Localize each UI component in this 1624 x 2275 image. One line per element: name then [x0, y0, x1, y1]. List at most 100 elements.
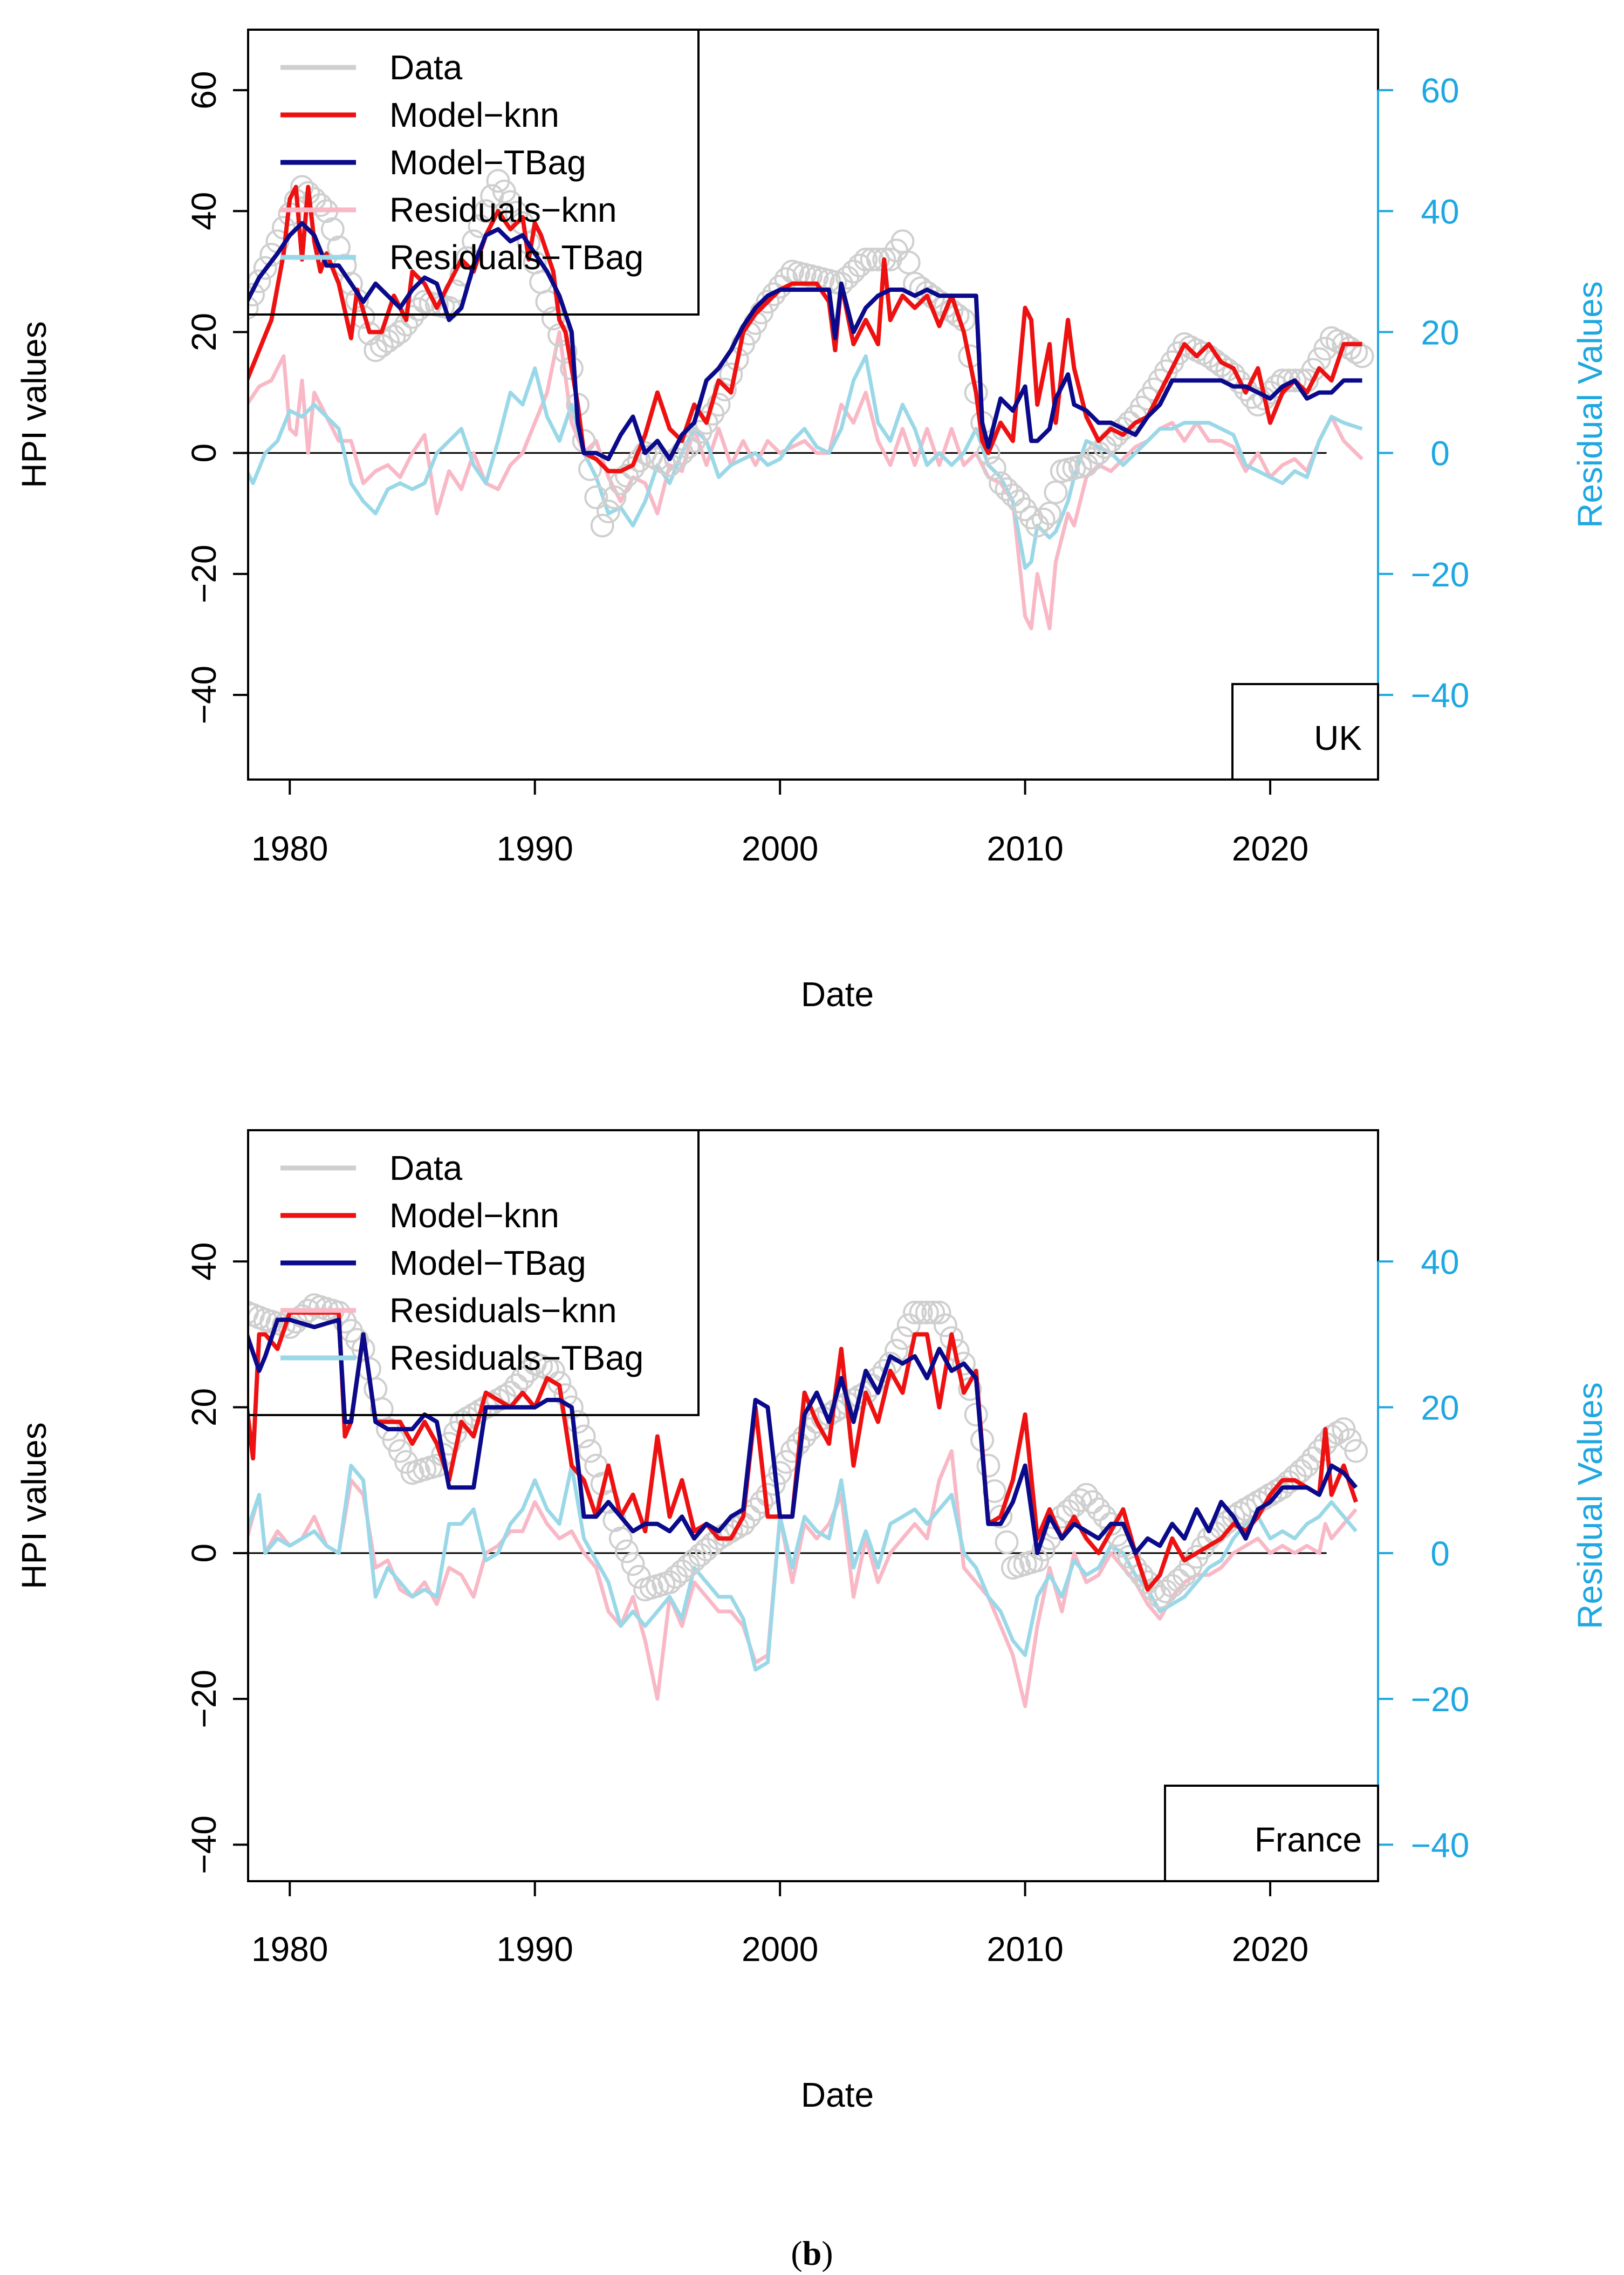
y-tick-label-left: 0 — [184, 443, 223, 463]
data-point — [1277, 368, 1301, 393]
data-point — [676, 1554, 700, 1578]
x-tick-label: 1990 — [497, 829, 573, 868]
data-point — [872, 1359, 896, 1383]
data-point — [1154, 1579, 1178, 1603]
legend-entry: Residuals−TBag — [389, 1338, 643, 1377]
legend-entry: Model−TBag — [389, 143, 586, 182]
data-point — [597, 500, 620, 523]
data-point — [1031, 508, 1056, 531]
data-point — [737, 1505, 762, 1529]
data-point — [1068, 1488, 1092, 1512]
legend-box — [247, 29, 700, 316]
data-point — [847, 254, 872, 278]
series-model-tbag-line — [248, 1317, 1358, 1555]
data-point — [1344, 1439, 1368, 1463]
x-axis-label: Date — [801, 975, 874, 1014]
region-label-box — [1164, 1785, 1379, 1882]
x-tick-label: 1990 — [497, 1930, 573, 1969]
data-point — [382, 324, 406, 349]
data-point — [369, 333, 394, 358]
data-point — [1013, 497, 1037, 522]
y-tick-label-left: 20 — [184, 1388, 223, 1426]
data-point — [1166, 1568, 1190, 1593]
y-axis-label-left: HPI values — [15, 321, 53, 488]
data-point — [584, 485, 608, 509]
caption-letter: b — [802, 2234, 822, 2272]
data-point — [376, 329, 400, 353]
legend-entry: Model−knn — [389, 95, 559, 134]
data-point — [1135, 1570, 1160, 1594]
data-point — [1258, 1482, 1282, 1507]
data-point — [364, 338, 388, 363]
y-axis-label-left: HPI values — [15, 1422, 53, 1589]
plot-frame — [247, 1129, 1379, 1882]
data-point — [982, 456, 1006, 480]
y-axis-label-right: Residual Values — [1571, 1382, 1609, 1629]
y-tick-label-left: 60 — [184, 71, 223, 110]
x-tick-label: 2010 — [986, 829, 1063, 868]
data-point — [1093, 1505, 1117, 1529]
legend: Data Model−knn Model−TBag Residuals−knn Resi… — [247, 29, 700, 316]
data-point — [511, 1366, 535, 1390]
legend-box — [247, 1129, 700, 1416]
data-point — [890, 1326, 915, 1350]
chart-panel-uk: 1980 1990 2000 2010 2020 Date −40 −20 0 20 40 60 HPI… — [15, 29, 1609, 1014]
data-point — [424, 1453, 449, 1478]
data-point — [1350, 344, 1374, 368]
y-tick-label-left: 20 — [184, 313, 223, 351]
data-point — [743, 1497, 768, 1521]
region-label: France — [1255, 1820, 1362, 1859]
y-tick-label-right: 60 — [1421, 71, 1459, 110]
y-tick-label-right: 20 — [1421, 313, 1459, 352]
data-point — [976, 1453, 1001, 1478]
data-point — [480, 184, 504, 208]
data-point — [909, 1300, 933, 1324]
data-point — [1283, 368, 1307, 393]
data-point — [989, 471, 1013, 495]
data-point — [615, 1539, 639, 1563]
data-point — [890, 229, 915, 254]
region-label-box — [1231, 683, 1379, 781]
series-model-knn-line — [248, 185, 1362, 474]
data-point — [621, 1552, 645, 1576]
data-point — [921, 1300, 945, 1324]
data-point — [1142, 1577, 1166, 1602]
data-point — [756, 290, 780, 314]
data-point — [578, 1439, 602, 1463]
data-point — [915, 1300, 939, 1324]
data-point — [694, 1538, 718, 1562]
y-tick-label-left: 0 — [184, 1543, 223, 1563]
data-point — [1264, 1479, 1289, 1503]
data-point — [1295, 1453, 1319, 1478]
series-residuals-tbag-line — [248, 354, 1363, 570]
y-tick-label-right: 40 — [1421, 192, 1459, 231]
plot-frame — [247, 29, 1379, 781]
data-point — [400, 305, 424, 329]
data-point — [590, 514, 614, 538]
legend-entry: Residuals−knn — [389, 190, 617, 229]
x-tick-label: 2000 — [742, 829, 818, 868]
x-tick-label: 1980 — [251, 1930, 328, 1969]
legend-entry: Data — [389, 1149, 463, 1187]
data-point — [940, 1326, 964, 1350]
data-point — [1215, 358, 1239, 382]
data-point — [1332, 1417, 1356, 1441]
y-tick-label-left: −20 — [184, 1670, 223, 1729]
data-point — [762, 282, 786, 306]
data-point — [1319, 1424, 1344, 1449]
chart-panel-france: 1980 1990 2000 2010 2020 Date −40 −20 0 20 40 HPI v… — [15, 1129, 1609, 2114]
data-point — [964, 1403, 988, 1427]
data-point — [1001, 483, 1025, 508]
data-point — [486, 1388, 510, 1412]
data-point — [1044, 480, 1068, 504]
data-point — [1025, 514, 1050, 538]
data-point — [1038, 501, 1061, 525]
data-point — [517, 1359, 541, 1383]
data-point — [541, 306, 565, 331]
data-point — [1074, 1482, 1099, 1507]
data-point — [896, 250, 921, 275]
region-label: UK — [1314, 719, 1362, 757]
data-point — [615, 463, 639, 488]
y-tick-label-right: −20 — [1411, 1680, 1470, 1719]
